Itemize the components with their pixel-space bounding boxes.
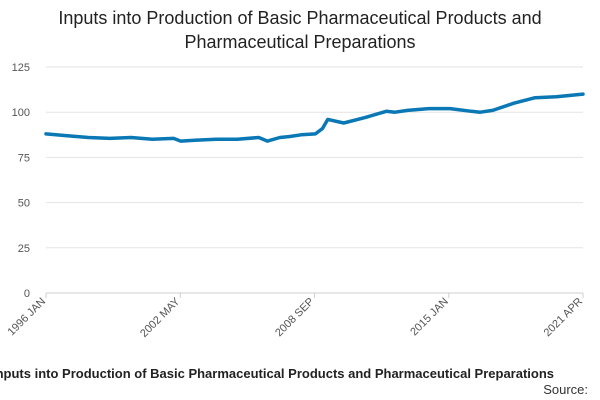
grid-lines — [46, 66, 583, 249]
x-tick-label: 1996 JAN — [5, 296, 48, 339]
y-tick-label: 0 — [24, 288, 30, 300]
footer-source: Source: — [543, 382, 588, 397]
axes — [45, 292, 584, 298]
y-tick-label: 50 — [18, 198, 30, 210]
x-tick-label: 2021 APR — [542, 296, 586, 340]
y-tick-labels: 0 25 50 75 100 125 — [12, 62, 30, 300]
x-tick-label: 2008 SEP — [273, 296, 317, 340]
chart-title-line-1: Inputs into Production of Basic Pharmace… — [58, 8, 542, 28]
series-layer — [44, 92, 585, 143]
x-tick-label: 2015 JAN — [408, 296, 451, 339]
y-tick-label: 25 — [18, 243, 30, 255]
x-tick-label: 2002 MAY — [138, 295, 183, 340]
chart-title: Inputs into Production of Basic Pharmace… — [0, 6, 600, 54]
y-tick-label: 75 — [18, 152, 30, 164]
footer-title: Inputs into Production of Basic Pharmace… — [0, 366, 555, 381]
y-tick-label: 125 — [12, 62, 30, 74]
chart-title-line-2: Pharmaceutical Preparations — [184, 32, 416, 52]
x-tick-labels: 1996 JAN 2002 MAY 2008 SEP 2015 JAN 2021 APR — [5, 295, 585, 340]
y-tick-label: 100 — [12, 107, 30, 119]
series-line — [44, 92, 585, 143]
